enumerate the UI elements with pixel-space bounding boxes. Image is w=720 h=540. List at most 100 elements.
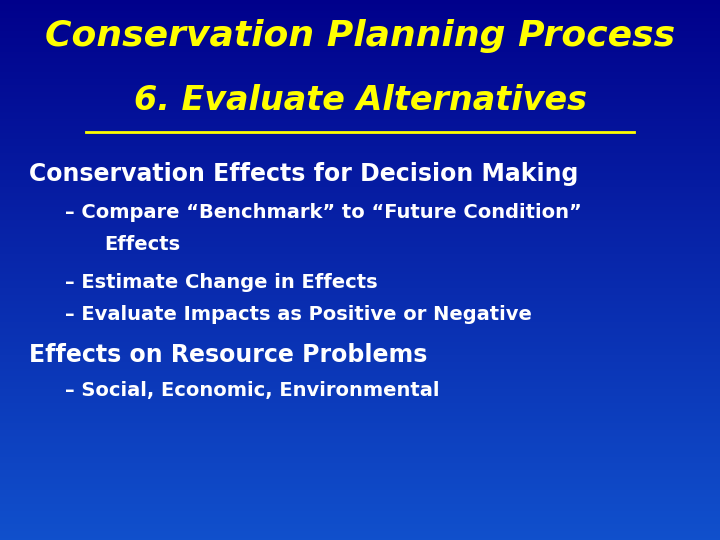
Bar (0, 373, 720, 374)
Bar (0, 471, 720, 474)
Bar (0, 151, 720, 153)
Bar (0, 258, 720, 259)
Bar (0, 405, 720, 407)
Bar (0, 410, 720, 412)
Bar (0, 464, 720, 466)
Bar (0, 360, 720, 362)
Bar (0, 475, 720, 477)
Bar (0, 137, 720, 139)
Bar (0, 103, 720, 104)
Bar (0, 385, 720, 387)
Bar (0, 160, 720, 162)
Bar (0, 139, 720, 140)
Bar (0, 113, 720, 115)
Bar (0, 112, 720, 113)
Bar (0, 468, 720, 470)
Bar (0, 72, 720, 74)
Bar (0, 204, 720, 205)
Bar (0, 23, 720, 25)
Bar (0, 295, 720, 297)
Bar (0, 274, 720, 275)
Bar (0, 99, 720, 101)
Bar (0, 7, 720, 9)
Bar (0, 155, 720, 157)
Bar (0, 162, 720, 164)
Bar (0, 479, 720, 481)
Bar (0, 319, 720, 320)
Bar (0, 528, 720, 529)
Bar (0, 403, 720, 405)
Bar (0, 167, 720, 169)
Bar (0, 193, 720, 194)
Bar (0, 18, 720, 20)
Bar (0, 509, 720, 511)
Bar (0, 247, 720, 248)
Bar (0, 108, 720, 110)
Bar (0, 434, 720, 436)
Bar (0, 252, 720, 254)
Bar (0, 66, 720, 69)
Bar (0, 288, 720, 290)
Bar (0, 59, 720, 61)
Bar (0, 194, 720, 196)
Bar (0, 205, 720, 207)
Bar (0, 189, 720, 191)
Bar (0, 493, 720, 495)
Bar (0, 331, 720, 333)
Bar (0, 117, 720, 119)
Bar (0, 216, 720, 218)
Bar (0, 90, 720, 92)
Bar (0, 508, 720, 509)
Bar (0, 423, 720, 425)
Bar (0, 47, 720, 49)
Bar (0, 378, 720, 380)
Bar (0, 104, 720, 106)
Bar (0, 65, 720, 66)
Bar (0, 301, 720, 302)
Bar (0, 248, 720, 250)
Bar (0, 173, 720, 174)
Bar (0, 39, 720, 42)
Bar (0, 169, 720, 171)
Bar (0, 69, 720, 70)
Bar (0, 140, 720, 142)
Bar (0, 150, 720, 151)
Bar (0, 356, 720, 358)
Bar (0, 313, 720, 315)
Bar (0, 497, 720, 498)
Bar (0, 353, 720, 355)
Bar (0, 196, 720, 198)
Bar (0, 535, 720, 536)
Bar (0, 20, 720, 22)
Bar (0, 452, 720, 454)
Bar (0, 115, 720, 117)
Bar (0, 187, 720, 189)
Bar (0, 358, 720, 360)
Bar (0, 34, 720, 36)
Bar (0, 5, 720, 7)
Bar (0, 401, 720, 403)
Bar (0, 342, 720, 344)
Bar (0, 366, 720, 367)
Bar (0, 383, 720, 385)
Bar (0, 184, 720, 185)
Bar (0, 412, 720, 414)
Bar (0, 333, 720, 335)
Bar (0, 255, 720, 258)
Bar (0, 50, 720, 52)
Bar (0, 126, 720, 128)
Bar (0, 144, 720, 146)
Bar (0, 29, 720, 31)
Bar (0, 54, 720, 56)
Bar (0, 86, 720, 88)
Bar (0, 106, 720, 108)
Bar (0, 119, 720, 120)
Bar (0, 441, 720, 443)
Bar (0, 448, 720, 450)
Bar (0, 315, 720, 317)
Bar (0, 2, 720, 4)
Bar (0, 279, 720, 281)
Bar (0, 231, 720, 232)
Bar (0, 394, 720, 396)
Bar (0, 390, 720, 393)
